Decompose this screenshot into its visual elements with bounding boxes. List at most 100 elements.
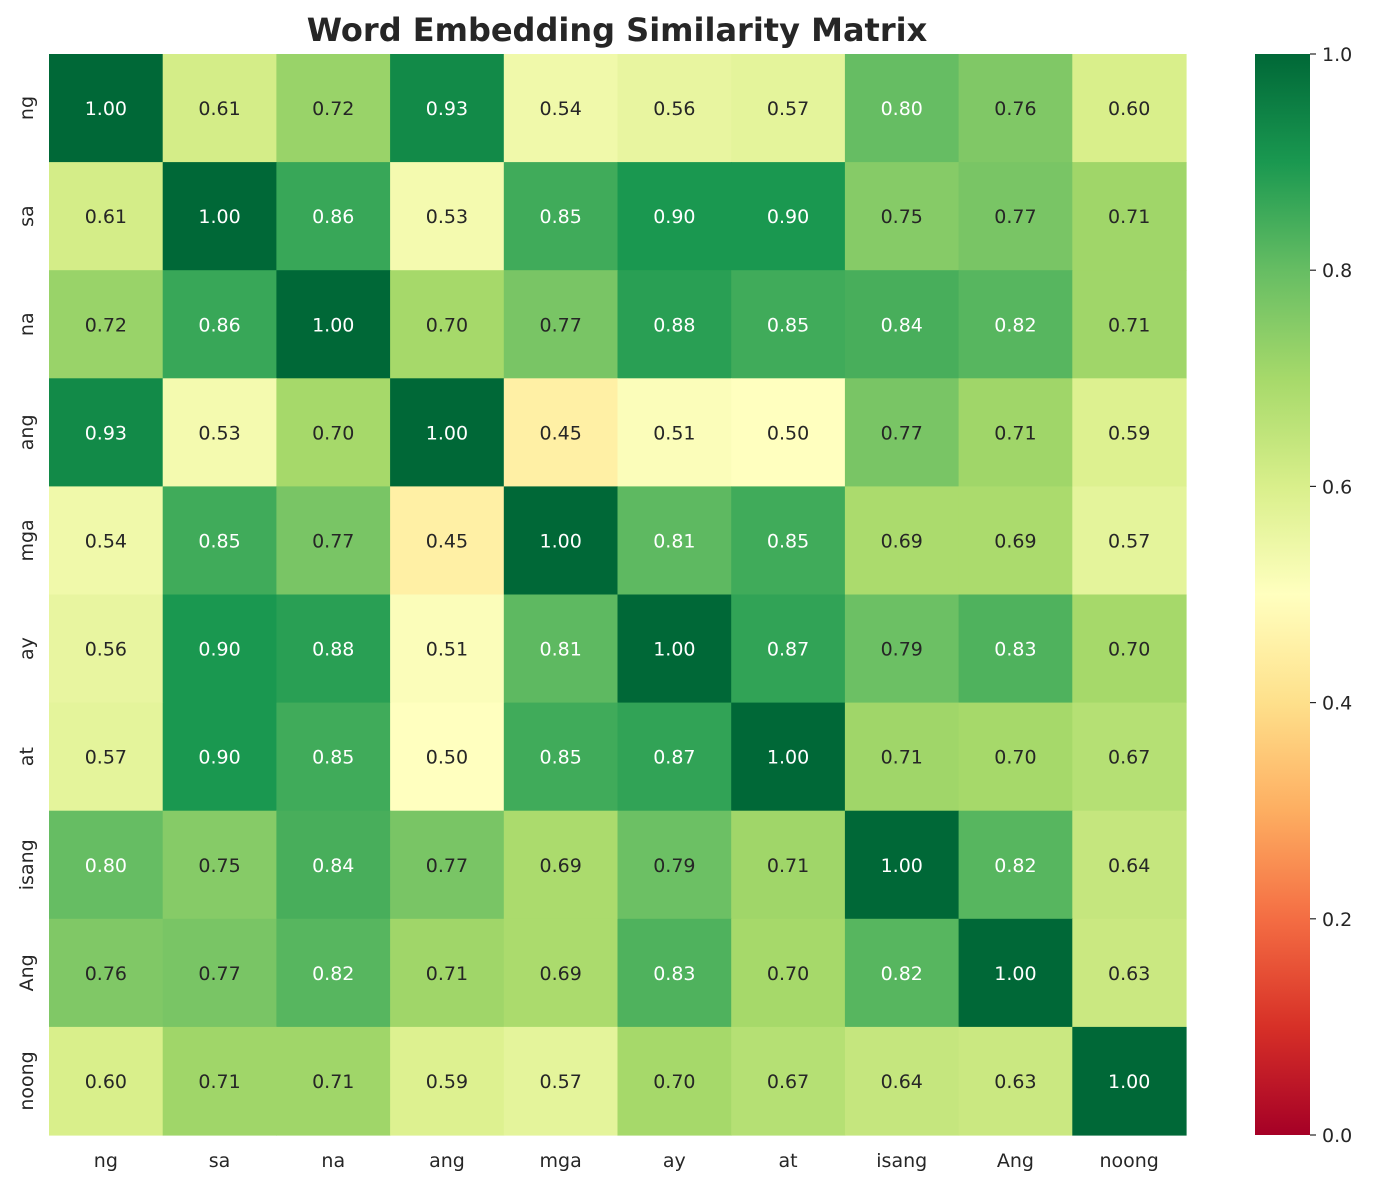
heatmap-cell [390, 702, 505, 812]
heatmap-cell [503, 486, 619, 596]
heatmap-cell [844, 1026, 960, 1136]
heatmap-cell [162, 810, 277, 920]
cell-value-label: 0.71 [198, 1071, 240, 1093]
cell-value-label: 1.00 [312, 314, 354, 336]
heatmap-cell [49, 1026, 164, 1136]
heatmap-cell [958, 810, 1073, 920]
heatmap-cell [731, 1026, 846, 1136]
cell-value-label: 0.59 [426, 1071, 468, 1093]
heatmap-cell [617, 1026, 732, 1136]
cell-value-label: 0.93 [426, 98, 468, 120]
heatmap-cell [276, 54, 391, 163]
cell-value-label: 0.54 [539, 98, 581, 120]
cell-value-label: 0.79 [653, 855, 695, 877]
heatmap-cell [390, 1026, 505, 1136]
cell-value-label: 0.53 [426, 206, 468, 228]
cell-value-label: 0.51 [653, 422, 695, 444]
heatmap-cell [731, 270, 846, 379]
x-tick-label: Ang [997, 1150, 1034, 1172]
cell-value-label: 0.82 [312, 963, 354, 985]
cell-value-label: 0.64 [1108, 855, 1150, 877]
cell-value-label: 0.60 [1108, 98, 1150, 120]
heatmap-cell [617, 486, 732, 596]
y-tick-label: isang [16, 839, 38, 890]
cell-value-label: 0.90 [198, 747, 240, 769]
heatmap-cell [844, 162, 960, 271]
heatmap-cell [1072, 378, 1187, 487]
cell-value-label: 0.80 [881, 98, 923, 120]
cell-value-label: 0.64 [881, 1071, 923, 1093]
heatmap-cell [731, 378, 846, 487]
colorbar-tick-label: 0.6 [1322, 476, 1352, 498]
heatmap-cell [958, 594, 1073, 704]
cell-value-label: 1.00 [881, 855, 923, 877]
cell-value-label: 0.76 [994, 98, 1036, 120]
heatmap-cell [958, 1026, 1073, 1136]
heatmap-cell [1072, 270, 1187, 379]
cell-value-label: 0.69 [994, 530, 1036, 552]
heatmap-cell [731, 918, 846, 1028]
cell-value-label: 0.85 [198, 530, 240, 552]
cell-value-label: 0.82 [881, 963, 923, 985]
cell-value-label: 0.71 [426, 963, 468, 985]
heatmap-cell [49, 594, 164, 704]
cell-value-label: 0.84 [881, 314, 923, 336]
heatmap-cell [844, 270, 960, 379]
cell-value-label: 0.50 [767, 422, 809, 444]
cell-value-label: 0.61 [198, 98, 240, 120]
y-tick-label: ang [16, 414, 38, 450]
heatmap-cell [162, 486, 277, 596]
cell-value-label: 1.00 [198, 206, 240, 228]
cell-value-label: 1.00 [539, 530, 581, 552]
cell-value-label: 0.61 [85, 206, 127, 228]
cell-value-label: 0.57 [539, 1071, 581, 1093]
heatmap-cell [731, 486, 846, 596]
heatmap-cell [958, 918, 1073, 1028]
heatmap-cell [617, 918, 732, 1028]
heatmap-cell [276, 594, 391, 704]
heatmap-cell [844, 702, 960, 812]
cell-value-label: 0.85 [767, 530, 809, 552]
heatmap-cell [276, 378, 391, 487]
cell-value-label: 0.70 [312, 422, 354, 444]
x-tick-label: ay [663, 1150, 686, 1172]
heatmap-cell [617, 702, 732, 812]
colorbar-tick-label: 0.0 [1322, 1125, 1352, 1147]
heatmap-cell [162, 54, 277, 163]
heatmap-cell [844, 810, 960, 920]
heatmap-cell [844, 54, 960, 163]
heatmap-cell [844, 918, 960, 1028]
chart-title: Word Embedding Similarity Matrix [307, 11, 928, 49]
colorbar-tick-label: 0.8 [1322, 260, 1352, 282]
x-tick-label: noong [1099, 1150, 1158, 1172]
heatmap-cell [49, 54, 164, 163]
cell-value-label: 0.88 [653, 314, 695, 336]
heatmap-cell [617, 270, 732, 379]
cell-value-label: 0.69 [539, 855, 581, 877]
cell-value-label: 0.71 [994, 422, 1036, 444]
heatmap-cell [276, 810, 391, 920]
heatmap-cell [390, 594, 505, 704]
cell-value-label: 0.71 [312, 1071, 354, 1093]
cell-value-label: 0.45 [539, 422, 581, 444]
cell-value-label: 0.60 [85, 1071, 127, 1093]
heatmap-cell [731, 702, 846, 812]
cell-value-label: 0.86 [312, 206, 354, 228]
heatmap-cell [162, 162, 277, 271]
cell-value-label: 0.70 [653, 1071, 695, 1093]
x-tick-label: ng [94, 1150, 118, 1172]
cell-value-label: 0.90 [653, 206, 695, 228]
cell-value-label: 0.86 [198, 314, 240, 336]
cell-value-label: 0.57 [1108, 530, 1150, 552]
heatmap-cell [731, 162, 846, 271]
x-tick-label: mga [540, 1150, 582, 1172]
cell-value-label: 0.63 [1108, 963, 1150, 985]
cell-value-label: 1.00 [85, 98, 127, 120]
cell-value-label: 0.85 [539, 206, 581, 228]
heatmap-cell [617, 378, 732, 487]
colorbar-tick-label: 1.0 [1322, 44, 1352, 66]
heatmap-cell [503, 1026, 619, 1136]
heatmap-cell [503, 810, 619, 920]
heatmap-cell [49, 810, 164, 920]
cell-value-label: 0.77 [881, 422, 923, 444]
